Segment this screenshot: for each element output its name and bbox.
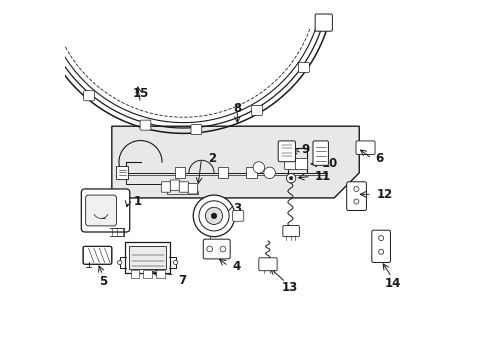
Circle shape <box>286 174 295 183</box>
Circle shape <box>186 185 195 193</box>
Circle shape <box>220 246 225 252</box>
FancyBboxPatch shape <box>131 270 139 278</box>
FancyBboxPatch shape <box>312 141 328 165</box>
FancyBboxPatch shape <box>284 158 296 170</box>
Text: 7: 7 <box>178 274 186 287</box>
FancyBboxPatch shape <box>217 167 228 178</box>
Text: 15: 15 <box>132 87 148 100</box>
FancyBboxPatch shape <box>295 158 307 170</box>
Circle shape <box>199 201 228 231</box>
FancyBboxPatch shape <box>188 184 197 194</box>
FancyBboxPatch shape <box>314 14 332 31</box>
Text: 3: 3 <box>233 202 241 215</box>
FancyBboxPatch shape <box>129 246 166 269</box>
Circle shape <box>253 162 264 173</box>
FancyBboxPatch shape <box>251 105 262 116</box>
Text: 10: 10 <box>321 157 337 170</box>
Circle shape <box>378 249 383 254</box>
Text: 4: 4 <box>232 260 241 273</box>
FancyBboxPatch shape <box>81 189 129 232</box>
FancyBboxPatch shape <box>346 182 366 211</box>
FancyBboxPatch shape <box>116 166 128 179</box>
FancyBboxPatch shape <box>371 230 389 262</box>
Text: 2: 2 <box>207 152 216 165</box>
FancyBboxPatch shape <box>203 239 230 259</box>
FancyBboxPatch shape <box>140 120 151 130</box>
Circle shape <box>205 207 222 225</box>
Circle shape <box>353 199 358 204</box>
FancyBboxPatch shape <box>22 11 47 34</box>
FancyBboxPatch shape <box>191 125 202 135</box>
Circle shape <box>117 260 122 265</box>
Text: 11: 11 <box>314 170 330 183</box>
FancyBboxPatch shape <box>83 246 112 264</box>
Circle shape <box>353 186 358 192</box>
Text: 14: 14 <box>385 277 401 290</box>
Circle shape <box>378 235 383 240</box>
Text: 5: 5 <box>99 275 107 288</box>
Text: 1: 1 <box>133 195 141 208</box>
FancyBboxPatch shape <box>258 258 277 271</box>
Circle shape <box>193 195 234 237</box>
Text: 12: 12 <box>376 188 393 201</box>
Polygon shape <box>112 126 359 198</box>
Circle shape <box>264 167 275 179</box>
FancyBboxPatch shape <box>143 270 152 278</box>
Circle shape <box>173 260 178 265</box>
FancyBboxPatch shape <box>51 51 61 62</box>
FancyBboxPatch shape <box>156 270 164 278</box>
Circle shape <box>289 176 292 180</box>
Text: 6: 6 <box>374 152 382 165</box>
FancyBboxPatch shape <box>232 211 244 221</box>
Text: 8: 8 <box>233 102 241 115</box>
Circle shape <box>206 246 212 252</box>
FancyBboxPatch shape <box>85 195 116 226</box>
FancyBboxPatch shape <box>298 62 309 72</box>
FancyBboxPatch shape <box>170 180 179 190</box>
Circle shape <box>211 213 217 219</box>
FancyBboxPatch shape <box>83 91 94 101</box>
Text: 9: 9 <box>301 143 309 156</box>
FancyBboxPatch shape <box>278 141 295 162</box>
Text: 13: 13 <box>281 281 297 294</box>
FancyBboxPatch shape <box>282 226 299 237</box>
FancyBboxPatch shape <box>246 167 257 178</box>
FancyBboxPatch shape <box>174 167 185 178</box>
FancyBboxPatch shape <box>125 242 170 273</box>
FancyBboxPatch shape <box>179 182 188 192</box>
FancyBboxPatch shape <box>161 182 170 192</box>
FancyBboxPatch shape <box>355 141 374 154</box>
